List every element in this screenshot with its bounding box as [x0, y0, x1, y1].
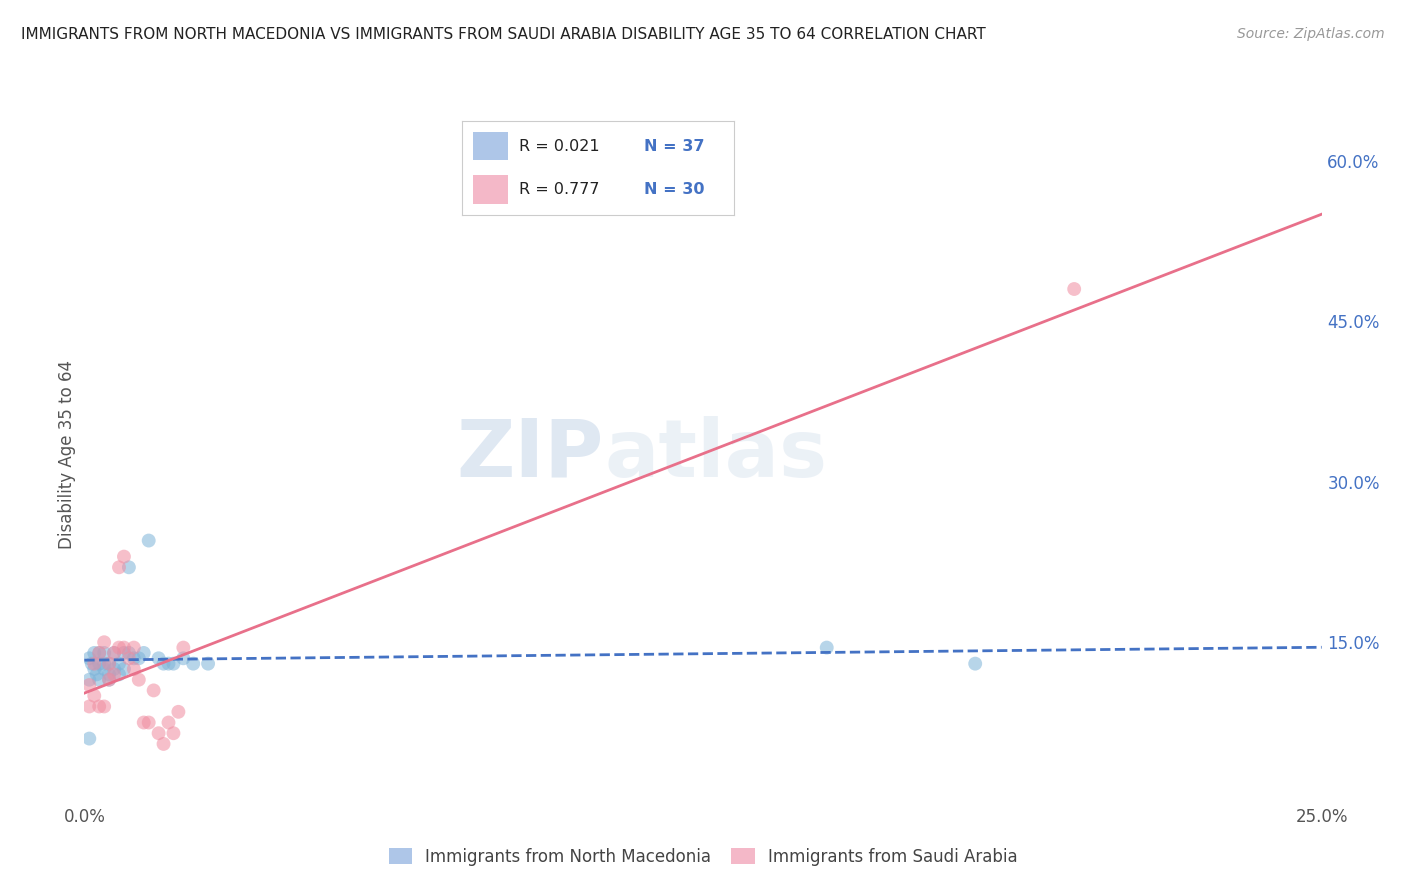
Point — [79, 651, 101, 665]
Point — [157, 715, 180, 730]
Point — [112, 646, 135, 660]
Point — [103, 646, 125, 660]
Point — [167, 705, 190, 719]
Point — [152, 737, 174, 751]
Point — [79, 673, 101, 687]
Point — [138, 715, 160, 730]
Point — [128, 651, 150, 665]
Point — [93, 699, 115, 714]
Point — [965, 657, 987, 671]
Point — [103, 667, 125, 681]
Point — [89, 673, 111, 687]
Point — [89, 699, 111, 714]
Point — [122, 651, 145, 665]
Point — [172, 640, 194, 655]
Point — [148, 651, 170, 665]
Point — [79, 731, 101, 746]
Point — [98, 673, 121, 687]
Point — [138, 533, 160, 548]
Text: atlas: atlas — [605, 416, 827, 494]
Point — [108, 667, 131, 681]
Point — [815, 640, 838, 655]
Point — [86, 667, 108, 681]
Point — [98, 657, 121, 671]
Y-axis label: Disability Age 35 to 64: Disability Age 35 to 64 — [58, 360, 76, 549]
Point — [142, 683, 165, 698]
Point — [108, 640, 131, 655]
Point — [108, 657, 131, 671]
Point — [89, 646, 111, 660]
Point — [112, 640, 135, 655]
Point — [79, 678, 101, 692]
Point — [80, 657, 103, 671]
Text: ZIP: ZIP — [457, 416, 605, 494]
Point — [89, 646, 111, 660]
Point — [152, 657, 174, 671]
Point — [83, 657, 105, 671]
Point — [157, 657, 180, 671]
Point — [103, 646, 125, 660]
Point — [83, 689, 105, 703]
Point — [79, 699, 101, 714]
Point — [93, 657, 115, 671]
Point — [108, 560, 131, 574]
Point — [93, 662, 115, 676]
Point — [118, 651, 141, 665]
Point — [162, 726, 184, 740]
Point — [181, 657, 204, 671]
Point — [83, 646, 105, 660]
Point — [118, 646, 141, 660]
Point — [83, 662, 105, 676]
Point — [197, 657, 219, 671]
Point — [122, 662, 145, 676]
Point — [103, 662, 125, 676]
Point — [172, 651, 194, 665]
Point — [128, 673, 150, 687]
Text: IMMIGRANTS FROM NORTH MACEDONIA VS IMMIGRANTS FROM SAUDI ARABIA DISABILITY AGE 3: IMMIGRANTS FROM NORTH MACEDONIA VS IMMIG… — [21, 27, 986, 42]
Legend: Immigrants from North Macedonia, Immigrants from Saudi Arabia: Immigrants from North Macedonia, Immigra… — [380, 839, 1026, 874]
Point — [1063, 282, 1085, 296]
Point — [98, 673, 121, 687]
Point — [132, 715, 155, 730]
Point — [98, 657, 121, 671]
Point — [122, 640, 145, 655]
Point — [148, 726, 170, 740]
Point — [162, 657, 184, 671]
Text: Source: ZipAtlas.com: Source: ZipAtlas.com — [1237, 27, 1385, 41]
Point — [98, 667, 121, 681]
Point — [112, 662, 135, 676]
Point — [89, 657, 111, 671]
Point — [118, 560, 141, 574]
Point — [112, 549, 135, 564]
Point — [93, 635, 115, 649]
Point — [132, 646, 155, 660]
Point — [93, 646, 115, 660]
